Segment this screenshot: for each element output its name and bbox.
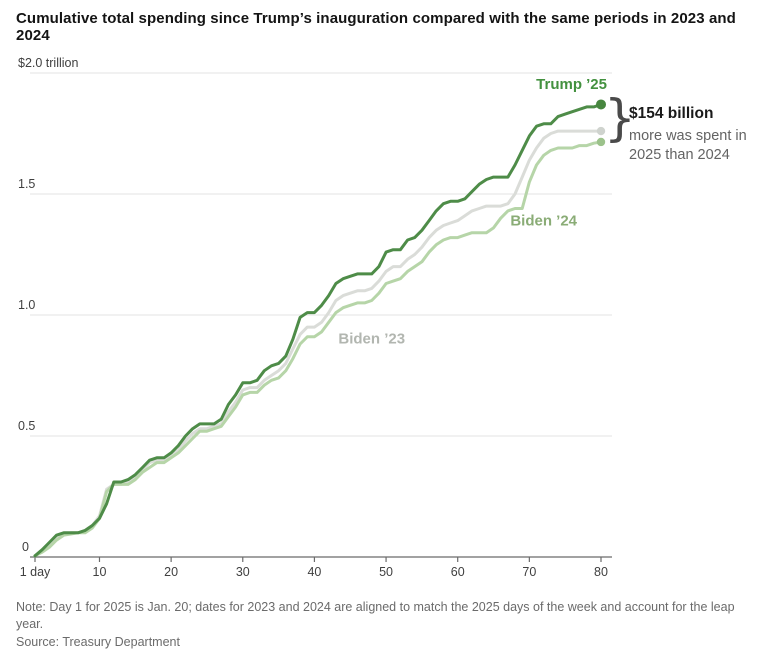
x-tick-label-1: 1 day bbox=[19, 565, 51, 579]
line-biden-23 bbox=[33, 129, 603, 558]
y-tick-label-2: $2.0 trillion bbox=[18, 56, 79, 70]
chart-footer: Note: Day 1 for 2025 is Jan. 20; dates f… bbox=[16, 599, 761, 651]
series-label-trump-25: Trump ’25 bbox=[536, 76, 607, 94]
line-biden-24 bbox=[33, 140, 603, 558]
series-label-biden-23: Biden ’23 bbox=[338, 330, 406, 348]
y-tick-label-1.5: 1.5 bbox=[18, 177, 36, 191]
chart-source: Source: Treasury Department bbox=[16, 635, 180, 649]
y-tick-label-0: 0 bbox=[22, 540, 29, 554]
end-dot-biden-23 bbox=[596, 126, 606, 136]
chart-note: Note: Day 1 for 2025 is Jan. 20; dates f… bbox=[16, 600, 735, 631]
plot-canvas bbox=[30, 72, 612, 562]
line-trump-25 bbox=[33, 103, 603, 558]
x-tick-label-60: 60 bbox=[450, 565, 465, 579]
x-tick-label-40: 40 bbox=[307, 565, 322, 579]
x-tick-label-70: 70 bbox=[522, 565, 537, 579]
series-label-biden-24: Biden ’24 bbox=[510, 212, 578, 230]
x-tick-label-80: 80 bbox=[594, 565, 608, 579]
endpoint-annotation: $154 billion more was spent in 2025 than… bbox=[629, 105, 761, 165]
annotation-line2: 2025 than 2024 bbox=[629, 147, 730, 163]
y-tick-label-0.5: 0.5 bbox=[18, 419, 36, 433]
annotation-line1: more was spent in bbox=[629, 128, 747, 144]
end-dot-biden-24 bbox=[596, 137, 606, 147]
x-tick-label-50: 50 bbox=[379, 565, 394, 579]
x-tick-label-20: 20 bbox=[164, 565, 179, 579]
x-tick-label-10: 10 bbox=[92, 565, 107, 579]
chart-title: Cumulative total spending since Trump’s … bbox=[16, 10, 736, 44]
x-tick-label-30: 30 bbox=[235, 565, 250, 579]
end-dot-trump-25 bbox=[596, 99, 606, 110]
annotation-brace-icon: } bbox=[604, 89, 636, 147]
annotation-headline: $154 billion bbox=[629, 105, 714, 122]
y-tick-label-1: 1.0 bbox=[18, 298, 36, 312]
